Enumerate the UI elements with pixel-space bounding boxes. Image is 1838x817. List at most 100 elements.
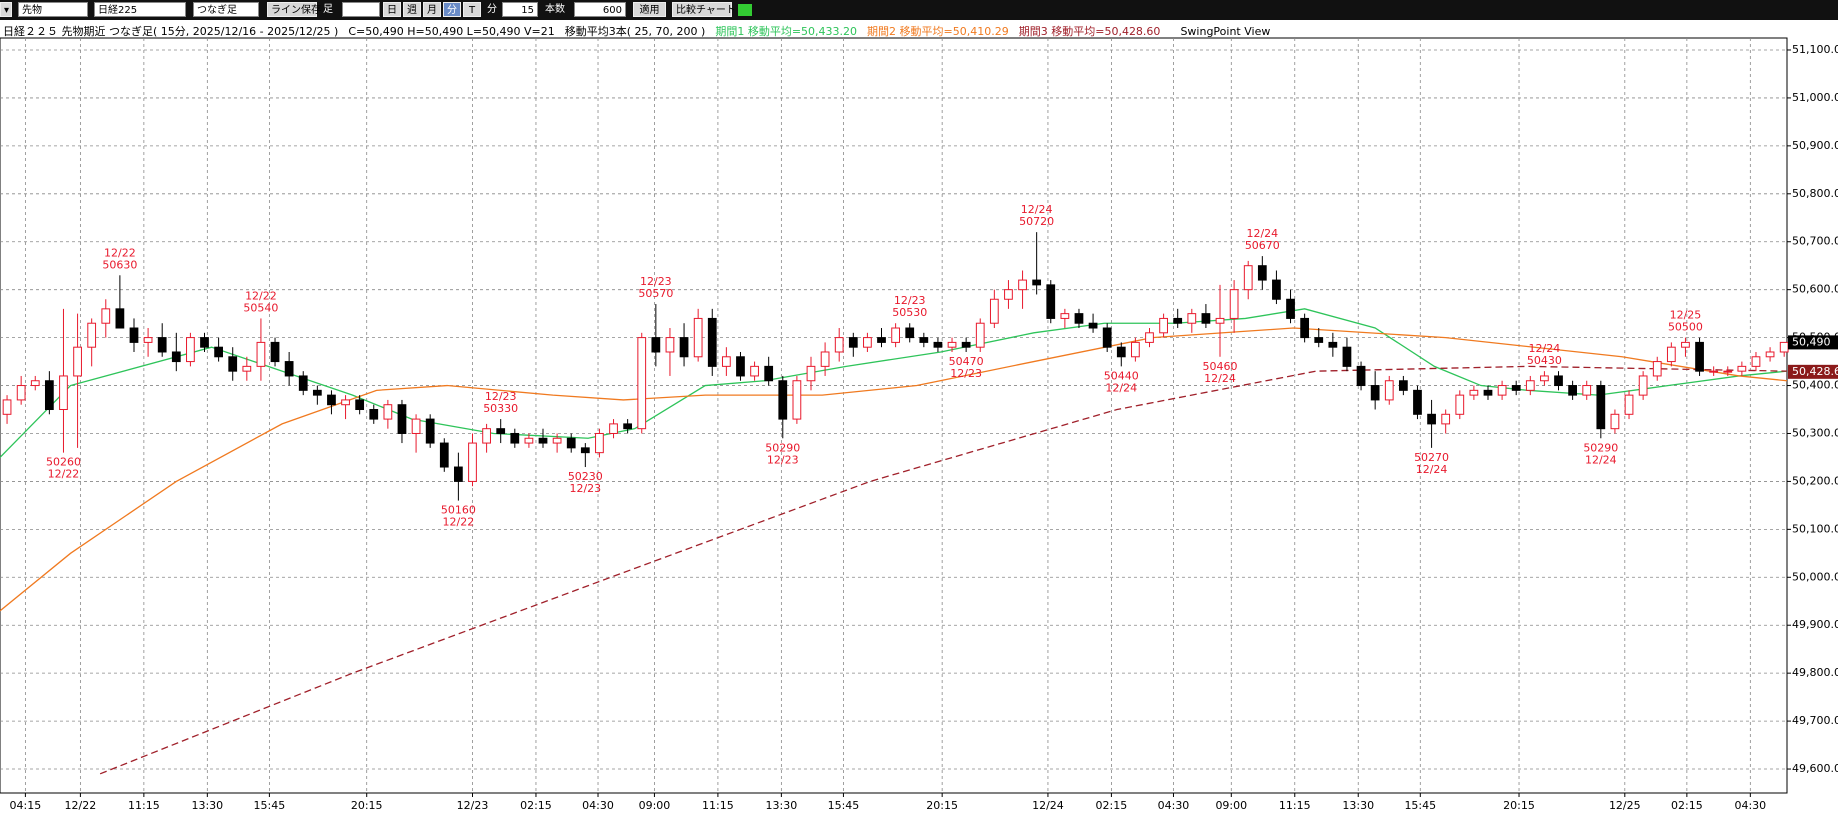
candle-body <box>736 356 745 377</box>
candle-body <box>806 365 816 382</box>
y-tick-label: 50,200.0 <box>1792 474 1838 487</box>
ashi-field[interactable] <box>342 2 380 17</box>
swing-date: 12/24 <box>1105 381 1137 394</box>
week-button[interactable]: 週 <box>403 2 421 17</box>
swing-date: 12/22 <box>443 516 475 529</box>
price-tag-label: 50,428.6 <box>1792 365 1838 378</box>
mode-select[interactable]: つなぎ足 <box>193 2 259 17</box>
swing-date: 12/22 <box>245 289 277 302</box>
toolbar: ▾ 先物 日経225 つなぎ足 ライン保存 足 日 週 月 分 T 分 15 本… <box>0 0 1838 20</box>
day-button[interactable]: 日 <box>383 2 401 17</box>
apply-button[interactable]: 適用 <box>633 2 666 17</box>
candle-body <box>1102 327 1112 348</box>
x-tick-label: 04:30 <box>1734 799 1766 812</box>
compare-button[interactable]: 比較チャート <box>672 2 736 17</box>
swing-price: 50230 <box>568 470 603 483</box>
candle-body <box>919 337 929 343</box>
swing-price: 50290 <box>765 441 800 454</box>
symbol-select[interactable]: 日経225 <box>94 2 186 17</box>
swing-price: 50470 <box>949 355 984 368</box>
month-button[interactable]: 月 <box>423 2 441 17</box>
swing-date: 12/23 <box>569 482 601 495</box>
candle-body <box>1173 317 1183 324</box>
ohlcv: C=50,490 H=50,490 L=50,490 V=21 <box>348 25 555 38</box>
x-tick-label: 13:30 <box>191 799 223 812</box>
candle-body <box>1469 389 1479 396</box>
candle-body <box>482 428 491 444</box>
candle-body <box>284 361 294 377</box>
x-tick-label: 20:15 <box>926 799 958 812</box>
swing-date: 12/23 <box>485 390 517 403</box>
candle-body <box>863 337 872 348</box>
candle-body <box>609 423 618 434</box>
candle-body <box>1328 341 1338 348</box>
candle-body <box>693 317 703 358</box>
candle-body <box>891 327 900 343</box>
candle-body <box>637 337 647 430</box>
candle-body <box>59 375 68 411</box>
interval-field[interactable]: 15 <box>502 2 538 17</box>
chart-icon[interactable] <box>738 4 752 16</box>
y-tick-label: 50,400.0 <box>1792 379 1838 392</box>
y-tick-label: 49,700.0 <box>1792 714 1838 727</box>
candle-body <box>16 385 26 401</box>
ashi-label: 足 <box>323 4 333 15</box>
x-tick-label: 12/23 <box>457 799 489 812</box>
candle-body <box>1497 385 1507 396</box>
candle-body <box>975 322 985 348</box>
candle-body <box>679 337 689 358</box>
legend-entry: 期間3 移動平均=50,428.60 <box>1018 25 1161 38</box>
plot-area <box>0 37 1788 794</box>
candle-body <box>87 322 97 348</box>
swing-date: 12/24 <box>1416 463 1448 476</box>
candle-body <box>129 327 139 343</box>
candle-body <box>73 346 82 377</box>
y-tick-label: 49,900.0 <box>1792 618 1838 631</box>
minute-button[interactable]: 分 <box>443 2 461 17</box>
candle-body <box>1695 341 1704 372</box>
candle-body <box>298 375 308 391</box>
x-tick-label: 12/25 <box>1609 799 1641 812</box>
candle-body <box>425 418 435 444</box>
candle-body <box>397 404 407 434</box>
x-tick-label: 02:15 <box>1671 799 1703 812</box>
candle-body <box>989 298 999 324</box>
y-tick-label: 50,100.0 <box>1792 522 1838 535</box>
y-tick-label: 51,100.0 <box>1792 43 1838 56</box>
candle-body <box>1032 279 1042 286</box>
candle-body <box>143 337 153 343</box>
swing-date: 12/24 <box>1204 372 1236 385</box>
swing-date: 12/24 <box>1585 453 1617 466</box>
candle-body <box>1455 394 1465 415</box>
moving-average-line <box>0 327 1788 612</box>
candle-body <box>270 341 280 363</box>
menu-button[interactable]: ▾ <box>0 2 12 17</box>
price-tag <box>1788 364 1838 379</box>
candle-body <box>538 437 548 444</box>
candle-body <box>1215 317 1225 324</box>
x-tick-label: 02:15 <box>520 799 552 812</box>
y-tick-label: 50,900.0 <box>1792 139 1838 152</box>
candle-body <box>750 365 759 377</box>
x-tick-label: 20:15 <box>1503 799 1535 812</box>
candle-body <box>665 337 675 353</box>
y-tick-label: 51,000.0 <box>1792 91 1838 104</box>
swing-price: 50540 <box>243 301 278 314</box>
market-select[interactable]: 先物 <box>18 2 88 17</box>
candle-body <box>157 337 167 353</box>
candle-body <box>1596 385 1606 430</box>
candle-body <box>1116 346 1126 358</box>
tick-button[interactable]: T <box>463 2 481 17</box>
y-tick-label: 49,800.0 <box>1792 666 1838 679</box>
candle-body <box>524 437 534 444</box>
swing-price: 50720 <box>1019 215 1054 228</box>
candle-body <box>1681 341 1690 348</box>
save-button[interactable]: ライン保存 <box>267 2 321 17</box>
candle-body <box>242 365 252 372</box>
candle-body <box>1370 385 1380 401</box>
y-tick-label: 50,800.0 <box>1792 187 1838 200</box>
candle-body <box>1201 313 1211 324</box>
candle-body <box>1145 332 1154 343</box>
count-field[interactable]: 600 <box>574 2 626 17</box>
swing-date: 12/23 <box>894 294 926 307</box>
